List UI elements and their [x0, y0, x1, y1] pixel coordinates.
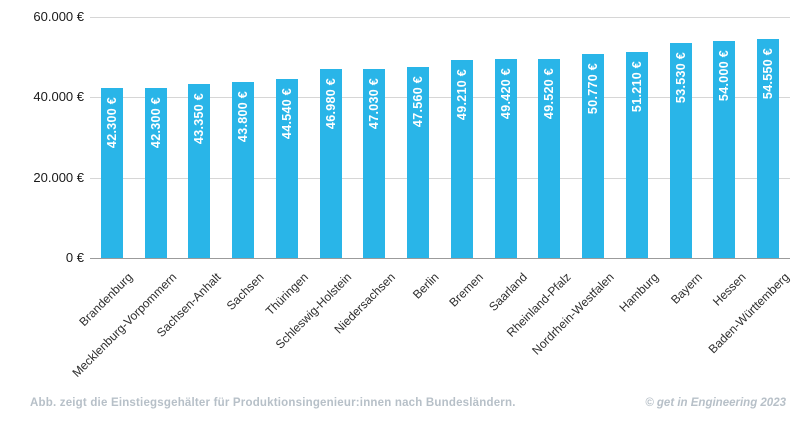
- bar-berlin: 47.560 €: [407, 66, 430, 258]
- y-axis-tick-label: 40.000 €: [33, 89, 84, 105]
- x-axis-category-label: Berlin: [410, 270, 443, 302]
- bar-schleswig-holstein: 46.980 €: [319, 69, 342, 258]
- gridline: [90, 97, 790, 99]
- bar-bremen: 49.210 €: [450, 60, 473, 258]
- bar-hamburg: 51.210 €: [625, 52, 648, 258]
- bar-thüringen: 44.540 €: [275, 79, 298, 258]
- x-axis-category-label: Nordrhein-Westfalen: [529, 270, 618, 358]
- bar-baden-württemberg: 54.550 €: [757, 38, 780, 258]
- bar-value-label: 49.520 €: [542, 68, 557, 120]
- bar-value-label: 49.210 €: [454, 69, 469, 121]
- x-axis-line: [90, 258, 790, 259]
- bar-value-label: 51.210 €: [629, 61, 644, 113]
- bar-value-label: 43.350 €: [192, 92, 207, 144]
- bar-value-label: 54.550 €: [761, 47, 776, 99]
- bar-value-label: 46.980 €: [323, 78, 338, 130]
- y-axis-tick-label: 0 €: [65, 250, 84, 265]
- chart-caption: Abb. zeigt die Einstiegsgehälter für Pro…: [30, 397, 516, 409]
- x-axis-category-label: Hamburg: [615, 270, 661, 315]
- bar-value-label: 47.560 €: [411, 75, 426, 128]
- bar-value-label: 49.420 €: [498, 68, 513, 120]
- bar-brandenburg: 42.300 €: [100, 88, 123, 258]
- bar-value-label: 54.000 €: [717, 50, 732, 102]
- bar-nordrhein-westfalen: 50.770 €: [582, 54, 605, 258]
- bar-bayern: 53.530 €: [669, 42, 692, 258]
- bar-value-label: 42.300 €: [104, 97, 119, 149]
- x-axis-category-label: Saarland: [485, 270, 530, 314]
- x-axis-category-label: Baden-Württemberg: [705, 270, 793, 357]
- x-axis-category-label: Bayern: [667, 270, 705, 307]
- bar-sachsen-anhalt: 43.350 €: [188, 83, 211, 258]
- bar-rheinland-pfalz: 49.520 €: [538, 59, 561, 258]
- gridline: [90, 177, 790, 179]
- bar-value-label: 43.800 €: [236, 91, 251, 143]
- y-axis-tick-label: 20.000 €: [33, 169, 84, 185]
- x-axis-category-label: Sachsen: [224, 270, 268, 313]
- bar-saarland: 49.420 €: [494, 59, 517, 258]
- x-axis-category-label: Hessen: [709, 270, 749, 309]
- bar-value-label: 50.770 €: [586, 63, 601, 115]
- bar-niedersachsen: 47.030 €: [363, 69, 386, 258]
- x-axis-category-label: Schleswig-Holstein: [272, 270, 355, 352]
- bar-value-label: 42.300 €: [148, 97, 163, 149]
- bar-value-label: 44.540 €: [279, 88, 294, 140]
- bar-value-label: 53.530 €: [673, 51, 688, 104]
- copyright-credit: © get in Engineering 2023: [645, 397, 786, 409]
- bar-value-label: 47.030 €: [367, 78, 382, 130]
- bar-sachsen: 43.800 €: [232, 82, 255, 258]
- x-axis-category-label: Bremen: [446, 270, 486, 310]
- gridline: [90, 17, 790, 18]
- bar-hessen: 54.000 €: [713, 41, 736, 258]
- bar-mecklenburg-vorpommern: 42.300 €: [144, 88, 167, 258]
- y-axis-tick-label: 60.000 €: [33, 9, 84, 24]
